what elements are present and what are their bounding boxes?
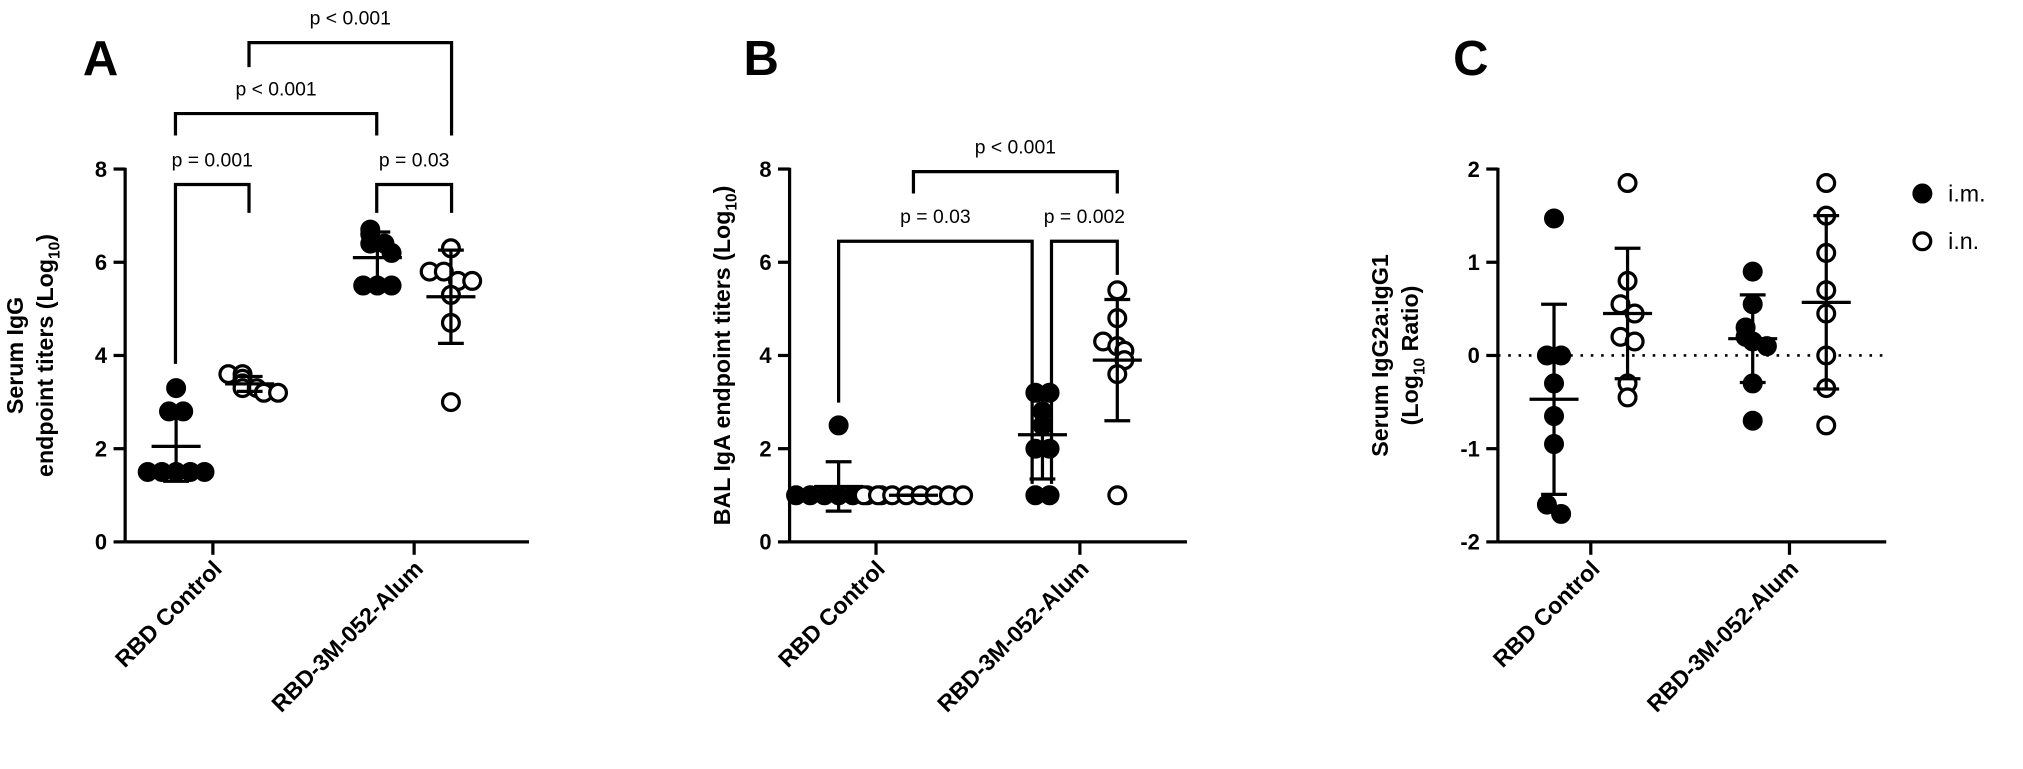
y-tick-label: 6 bbox=[95, 250, 107, 275]
significance-bracket bbox=[247, 40, 454, 136]
y-axis-label-part: BAL IgA endpoint titers (Log bbox=[709, 211, 735, 526]
y-tick-label: 4 bbox=[759, 343, 772, 368]
data-point bbox=[1544, 208, 1565, 229]
y-tick-label: 1 bbox=[1468, 250, 1480, 275]
p-value: p = 0.002 bbox=[1044, 206, 1125, 228]
y-tick-label: 2 bbox=[759, 436, 771, 461]
data-point bbox=[381, 275, 402, 296]
y-axis-label-part: Serum IgG bbox=[2, 297, 28, 414]
significance-bracket bbox=[837, 239, 1034, 484]
data-point bbox=[462, 270, 483, 291]
y-axis-label-part: endpoint titers (Log bbox=[32, 259, 58, 477]
y-axis-label-part: 10 bbox=[724, 193, 741, 210]
significance-bracket bbox=[173, 182, 251, 364]
panel-label: C bbox=[1453, 32, 1488, 86]
data-point bbox=[1536, 494, 1557, 515]
p-value: p < 0.001 bbox=[310, 8, 391, 30]
data-point bbox=[1816, 415, 1837, 436]
significance-bracket bbox=[375, 182, 454, 213]
y-axis-label-part: (Log bbox=[1397, 375, 1423, 425]
y-tick-label: 2 bbox=[1468, 157, 1480, 182]
x-tick-label: RBD Control bbox=[1488, 555, 1605, 672]
y-axis-label-part: Serum IgG2a:IgG1 bbox=[1367, 254, 1393, 457]
y-tick-label: 2 bbox=[95, 436, 107, 461]
data-point bbox=[1107, 485, 1128, 506]
data-point bbox=[268, 382, 289, 403]
y-axis-label-part: Ratio) bbox=[1397, 286, 1423, 358]
y-tick-label: 0 bbox=[1468, 343, 1480, 368]
data-point bbox=[194, 461, 215, 482]
data-point bbox=[828, 415, 849, 436]
y-axis-label: (Log10 Ratio) bbox=[1397, 286, 1428, 426]
p-value: p = 0.03 bbox=[379, 149, 449, 171]
x-tick-label: RBD Control bbox=[773, 555, 890, 672]
x-tick-label: RBD-3M-052-Alum bbox=[1642, 555, 1804, 717]
data-point bbox=[1742, 261, 1763, 282]
x-tick-label: RBD Control bbox=[110, 555, 227, 672]
y-tick-label: 4 bbox=[95, 343, 108, 368]
y-axis-label: BAL IgA endpoint titers (Log10) bbox=[709, 186, 740, 526]
data-point bbox=[166, 378, 187, 399]
data-point bbox=[1551, 503, 1572, 524]
data-point bbox=[440, 392, 461, 413]
y-tick-label: 0 bbox=[95, 530, 107, 555]
data-point bbox=[1617, 173, 1638, 194]
y-axis-label-part: ) bbox=[709, 186, 735, 194]
significance-bracket bbox=[173, 111, 379, 136]
legend-marker bbox=[1912, 183, 1933, 204]
y-tick-label: 8 bbox=[759, 157, 771, 182]
significance-bracket bbox=[1049, 239, 1119, 484]
significance-bracket bbox=[911, 170, 1119, 194]
x-tick-label: RBD-3M-052-Alum bbox=[266, 555, 428, 717]
p-value: p < 0.001 bbox=[235, 79, 316, 101]
y-axis-label-part: 10 bbox=[46, 242, 63, 259]
legend-label: i.n. bbox=[1948, 228, 1979, 254]
y-tick-label: 8 bbox=[95, 157, 107, 182]
x-tick-label: RBD-3M-052-Alum bbox=[932, 555, 1094, 717]
p-value: p < 0.001 bbox=[975, 137, 1056, 159]
y-axis-label: endpoint titers (Log10) bbox=[32, 234, 63, 477]
data-point bbox=[1816, 173, 1837, 194]
y-tick-label: 0 bbox=[759, 530, 771, 555]
legend-marker bbox=[1912, 231, 1933, 252]
y-tick-label: 6 bbox=[759, 250, 771, 275]
p-value: p = 0.001 bbox=[172, 149, 253, 171]
y-tick-label: -1 bbox=[1460, 436, 1480, 461]
y-axis-label: Serum IgG2a:IgG1 bbox=[1367, 254, 1393, 457]
y-tick-label: -2 bbox=[1460, 530, 1480, 555]
y-axis-label: Serum IgG bbox=[2, 297, 28, 414]
data-point bbox=[1039, 485, 1060, 506]
data-point bbox=[1742, 410, 1763, 431]
data-point bbox=[953, 485, 974, 506]
legend-label: i.m. bbox=[1948, 180, 1985, 206]
data-point bbox=[1107, 280, 1128, 301]
data-point bbox=[1617, 387, 1638, 408]
panel-label: B bbox=[744, 32, 779, 86]
panel-label: A bbox=[83, 32, 118, 86]
y-axis-label-part: 10 bbox=[1411, 358, 1428, 375]
y-axis-label-part: ) bbox=[32, 234, 58, 242]
p-value: p = 0.03 bbox=[900, 206, 970, 228]
